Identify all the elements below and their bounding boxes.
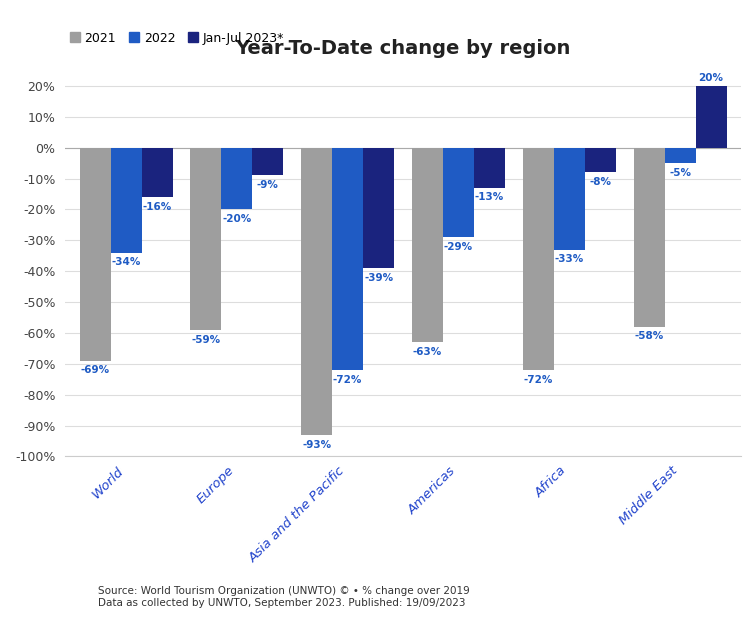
Bar [191,147,222,330]
Text: -63%: -63% [413,347,442,357]
Text: 20%: 20% [699,73,723,83]
Legend: 2021, 2022, Jan-Jul 2023*: 2021, 2022, Jan-Jul 2023* [64,27,290,49]
Text: -29%: -29% [444,242,473,252]
Text: -5%: -5% [669,168,691,178]
Text: -39%: -39% [364,273,393,283]
Text: -9%: -9% [257,180,279,190]
Text: -16%: -16% [142,202,172,212]
Bar [585,147,616,172]
Text: -72%: -72% [524,375,553,384]
Bar [141,147,172,197]
Bar [634,147,665,327]
Bar [665,147,696,163]
Bar [363,147,394,268]
Text: -59%: -59% [191,334,221,344]
Bar [110,147,141,253]
Text: -34%: -34% [111,257,141,267]
Title: Year-To-Date change by region: Year-To-Date change by region [235,39,571,58]
Bar [332,147,363,370]
Bar [553,147,585,250]
Bar [522,147,553,370]
Text: -69%: -69% [80,365,110,375]
Text: -13%: -13% [475,193,504,202]
Bar [222,147,253,209]
Bar [79,147,110,361]
Text: -93%: -93% [302,439,331,450]
Bar [301,147,332,435]
Bar [412,147,443,342]
Text: -8%: -8% [589,177,612,187]
Bar [696,86,727,147]
Text: Source: World Tourism Organization (UNWTO) © • % change over 2019
Data as collec: Source: World Tourism Organization (UNWT… [98,586,470,608]
Bar [443,147,474,238]
Bar [253,147,284,175]
Text: -33%: -33% [555,254,584,264]
Text: -58%: -58% [634,331,664,341]
Text: -72%: -72% [333,375,362,384]
Bar [474,147,505,188]
Text: -20%: -20% [222,214,252,224]
